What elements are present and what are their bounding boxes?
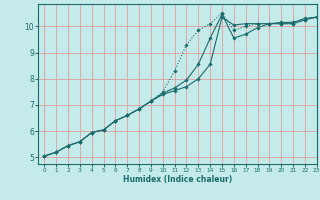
X-axis label: Humidex (Indice chaleur): Humidex (Indice chaleur) — [123, 175, 232, 184]
